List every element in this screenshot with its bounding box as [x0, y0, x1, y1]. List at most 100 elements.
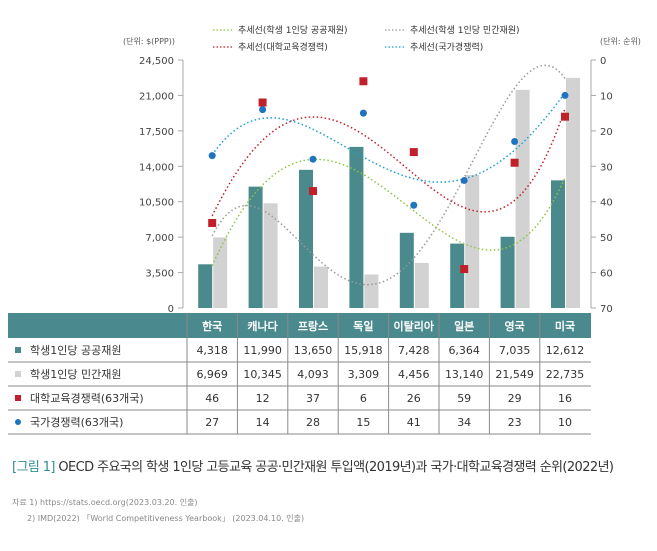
column-header-6: 영국 [504, 320, 524, 333]
left-tick-label: 0 [168, 304, 174, 315]
right-tick-label: 60 [600, 269, 613, 280]
table-cell: 6 [360, 392, 367, 405]
right-tick-label: 0 [600, 56, 606, 67]
column-header-7: 미국 [555, 319, 575, 333]
table-cell: 27 [205, 416, 219, 429]
bar-public-7 [551, 180, 565, 308]
right-tick-label: 50 [600, 233, 613, 244]
marker-national-1 [259, 106, 267, 114]
marker-national-4 [410, 201, 418, 209]
table-cell: 23 [508, 416, 522, 429]
row-header-3: 국가경쟁력(63개국) [30, 416, 123, 429]
row-legend-icon-2 [15, 395, 21, 401]
legend-label-1: 추세선(학생 1인당 민간재원) [410, 25, 520, 36]
bar-private-0 [213, 237, 228, 308]
column-header-4: 이탈리아 [394, 319, 435, 333]
table-cell: 14 [256, 416, 270, 429]
marker-national-5 [460, 176, 468, 184]
trendline-3 [211, 92, 566, 183]
table-cell: 12 [256, 392, 270, 405]
bar-private-3 [364, 274, 379, 308]
bar-public-1 [248, 186, 263, 308]
marker-university-5 [460, 265, 469, 274]
legend-label-2: 추세선(대학교육경쟁력) [238, 41, 328, 53]
left-axis-unit: (단위: $(PPP)) [123, 36, 175, 46]
right-tick-label: 40 [600, 198, 613, 209]
column-header-1: 캐나다 [247, 319, 278, 333]
table-cell: 7,035 [499, 344, 531, 357]
left-tick-label: 14,000 [139, 162, 174, 173]
legend-label-0: 추세선(학생 1인당 공공재원) [238, 25, 348, 36]
row-header-1: 학생1인당 민간재원 [30, 368, 121, 381]
figure-caption: [그림 1] OECD 주요국의 학생 1인당 고등교육 공공·민간재원 투입액… [12, 456, 614, 475]
table-cell: 12,612 [546, 344, 585, 357]
table-header-bg [8, 313, 591, 338]
right-tick-label: 10 [600, 91, 613, 102]
figure-number: [그림 1] [12, 460, 55, 475]
marker-university-6 [510, 158, 519, 167]
bar-public-0 [198, 264, 213, 308]
marker-university-1 [258, 98, 267, 107]
right-tick-label: 30 [600, 162, 613, 173]
table-cell: 6,969 [196, 368, 228, 381]
bar-private-4 [414, 262, 429, 308]
table-cell: 28 [306, 416, 320, 429]
row-header-0: 학생1인당 공공재원 [30, 344, 121, 357]
table-cell: 11,990 [243, 344, 282, 357]
right-axis-unit: (단위: 순위) [600, 36, 641, 46]
marker-national-0 [208, 152, 216, 160]
marker-university-0 [208, 218, 217, 227]
column-header-3: 독일 [353, 319, 373, 333]
trendline-0 [211, 158, 566, 267]
table-cell: 3,309 [348, 368, 380, 381]
bar-private-7 [566, 77, 580, 308]
marker-university-2 [309, 187, 317, 196]
left-tick-label: 10,500 [139, 198, 174, 209]
row-legend-icon-1 [15, 371, 21, 377]
table-cell: 16 [558, 392, 572, 405]
bar-public-6 [500, 236, 515, 308]
bar-public-5 [450, 243, 465, 308]
table-cell: 41 [407, 416, 421, 429]
marker-university-4 [409, 148, 418, 157]
table-cell: 46 [205, 392, 219, 405]
left-tick-label: 7,000 [145, 233, 174, 244]
left-tick-label: 24,500 [139, 56, 174, 67]
bar-private-2 [314, 266, 328, 308]
marker-university-7 [561, 112, 569, 121]
left-tick-label: 3,500 [145, 269, 174, 280]
table-cell: 21,549 [495, 368, 534, 381]
column-header-5: 일본 [454, 319, 474, 333]
bar-public-3 [349, 146, 364, 308]
bar-private-6 [515, 89, 530, 309]
bar-private-1 [263, 203, 278, 308]
table-cell: 15,918 [344, 344, 383, 357]
marker-university-3 [359, 77, 368, 86]
table-cell: 4,318 [196, 344, 228, 357]
table-cell: 7,428 [398, 344, 430, 357]
table-cell: 59 [457, 392, 471, 405]
column-header-0: 한국 [202, 319, 222, 333]
marker-national-6 [511, 137, 519, 145]
table-cell: 34 [457, 416, 471, 429]
table-cell: 10,345 [243, 368, 282, 381]
table-cell: 10 [558, 416, 572, 429]
table-cell: 26 [407, 392, 421, 405]
right-tick-label: 20 [600, 127, 613, 138]
table-cell: 22,735 [546, 368, 585, 381]
row-header-2: 대학교육경쟁력(63개국) [30, 392, 144, 405]
left-tick-label: 21,000 [139, 91, 174, 102]
table-cell: 4,093 [297, 368, 329, 381]
column-header-2: 프랑스 [298, 320, 328, 333]
bar-public-4 [399, 232, 414, 308]
table-cell: 13,140 [445, 368, 484, 381]
bar-private-5 [465, 174, 480, 308]
table-cell: 15 [356, 416, 370, 429]
table-cell: 29 [508, 392, 522, 405]
combo-chart: 0 3,500 7,000 10,500 14,000 17,500 21,000 24,50… [8, 25, 641, 435]
row-legend-icon-0 [15, 347, 21, 353]
legend-label-3: 추세선(국가경쟁력) [410, 41, 483, 53]
table-cell: 37 [306, 392, 320, 405]
table-cell: 4,456 [398, 368, 430, 381]
